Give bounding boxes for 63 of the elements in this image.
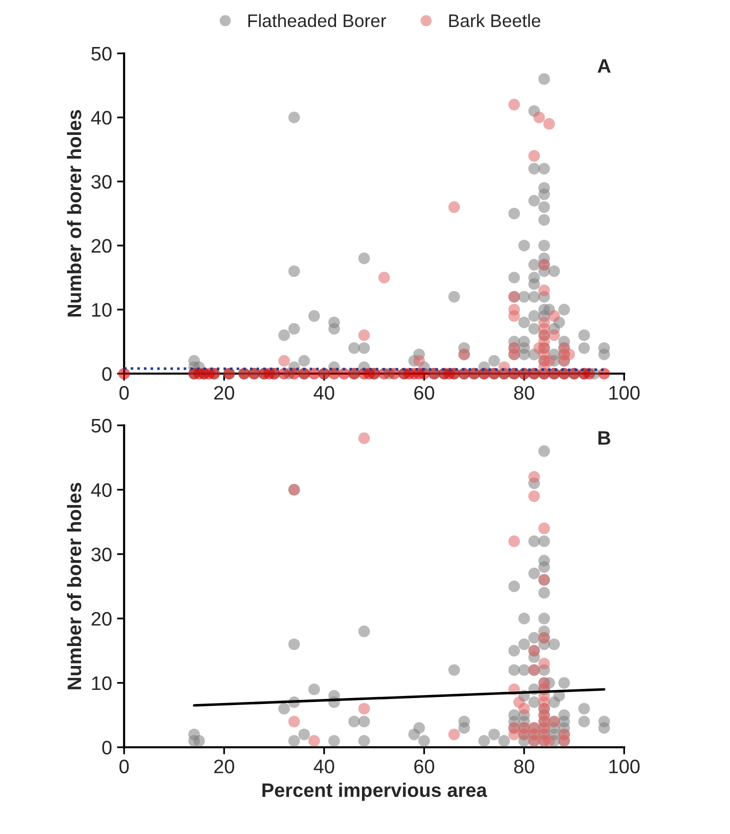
point	[528, 471, 540, 483]
x-tick-label: 80	[514, 386, 534, 400]
y-tick-label: 50	[91, 46, 112, 61]
y-tick-label: 50	[91, 418, 112, 433]
y-tick-label: 30	[91, 548, 112, 562]
point	[538, 658, 550, 670]
point	[583, 368, 595, 380]
point	[278, 355, 290, 367]
point	[538, 284, 550, 296]
point	[563, 348, 575, 360]
y-tick-label: 40	[91, 110, 112, 125]
point	[508, 535, 520, 548]
point	[543, 735, 555, 747]
legend-label: Flatheaded Borer	[248, 14, 386, 28]
point	[538, 522, 550, 534]
y-tick-label: 20	[92, 238, 112, 253]
point	[598, 368, 610, 380]
x-tick-label: 100	[609, 386, 640, 400]
x-axis-title: Percent impervious area	[262, 782, 488, 801]
y-axis-title: Number of borer holes	[66, 110, 82, 316]
x-tick-label: 80	[514, 760, 534, 774]
y-tick-label: 20	[92, 612, 112, 626]
point	[308, 735, 320, 747]
y-tick-label: 0	[102, 367, 112, 381]
x-tick-label: 20	[214, 386, 234, 400]
point	[498, 361, 510, 374]
x-tick-label: 20	[214, 760, 234, 774]
y-tick-label: 10	[92, 676, 112, 690]
x-tick-label: 60	[414, 386, 434, 400]
y-tick-label: 0	[102, 740, 112, 754]
point	[508, 728, 520, 740]
x-tick-label: 100	[609, 760, 640, 774]
point	[533, 342, 545, 354]
point	[288, 716, 300, 728]
x-tick-label: 40	[314, 386, 334, 400]
x-tick-label: 60	[414, 760, 434, 774]
point	[548, 329, 560, 342]
point	[518, 702, 530, 714]
y-tick-label: 10	[92, 303, 112, 317]
point	[358, 329, 370, 342]
point	[358, 432, 370, 444]
point	[543, 118, 555, 130]
x-tick-label: 0	[119, 386, 129, 400]
annotation: B	[598, 431, 610, 445]
point	[543, 355, 555, 367]
point	[378, 272, 390, 284]
point	[528, 150, 540, 162]
point	[508, 310, 520, 322]
x-tick-label: 0	[119, 760, 129, 774]
point	[448, 728, 460, 740]
point	[548, 310, 560, 322]
point	[358, 702, 370, 714]
point	[528, 490, 540, 502]
y-tick-label: 30	[91, 174, 112, 189]
point	[533, 112, 545, 124]
annotation: A	[598, 59, 611, 73]
y-tick-label: 40	[91, 483, 112, 497]
legend-label: Bark Beetle	[449, 14, 540, 28]
y-axis-title: Number of borer holes	[66, 482, 82, 690]
point	[448, 201, 460, 213]
x-tick-label: 40	[314, 760, 334, 774]
point	[508, 98, 520, 110]
point	[413, 355, 425, 367]
